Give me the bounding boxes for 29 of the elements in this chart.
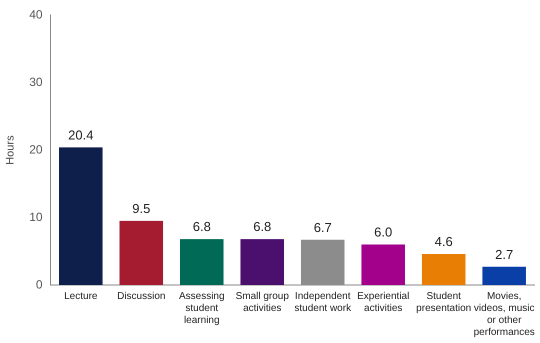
x-tick-label: Experiential activities	[357, 290, 410, 314]
x-tick-label: Assessing student learning	[178, 290, 225, 326]
bar	[180, 239, 224, 285]
x-tick-label: Independent student work	[294, 290, 352, 314]
data-label: 9.5	[132, 201, 150, 216]
bar	[361, 244, 405, 285]
x-tick-label: Lecture	[64, 290, 98, 302]
bar	[482, 266, 526, 285]
y-tick-label: 10	[29, 210, 43, 224]
y-axis-title: Hours	[4, 134, 17, 165]
y-tick-label: 30	[29, 74, 43, 89]
y-tick-label: 40	[29, 8, 43, 22]
x-tick-label: Discussion	[117, 290, 166, 302]
data-label: 6.8	[253, 219, 272, 234]
y-tick-label: 20	[29, 142, 43, 156]
bar	[422, 254, 466, 285]
data-label: 4.6	[434, 234, 453, 250]
data-label: 2.7	[495, 246, 514, 262]
x-tick-label: Movies, videos, music or other performances	[474, 290, 535, 338]
x-tick-label: Student presentation	[416, 290, 472, 314]
data-label: 6.7	[314, 220, 332, 235]
bar	[240, 239, 284, 285]
data-label: 6.8	[192, 219, 211, 234]
bar	[120, 220, 164, 285]
data-label: 6.0	[374, 224, 392, 240]
data-label: 20.4	[68, 127, 94, 142]
bar	[59, 147, 103, 285]
x-tick-label: Small group activities	[236, 290, 290, 314]
y-tick-label: 0	[36, 277, 43, 292]
